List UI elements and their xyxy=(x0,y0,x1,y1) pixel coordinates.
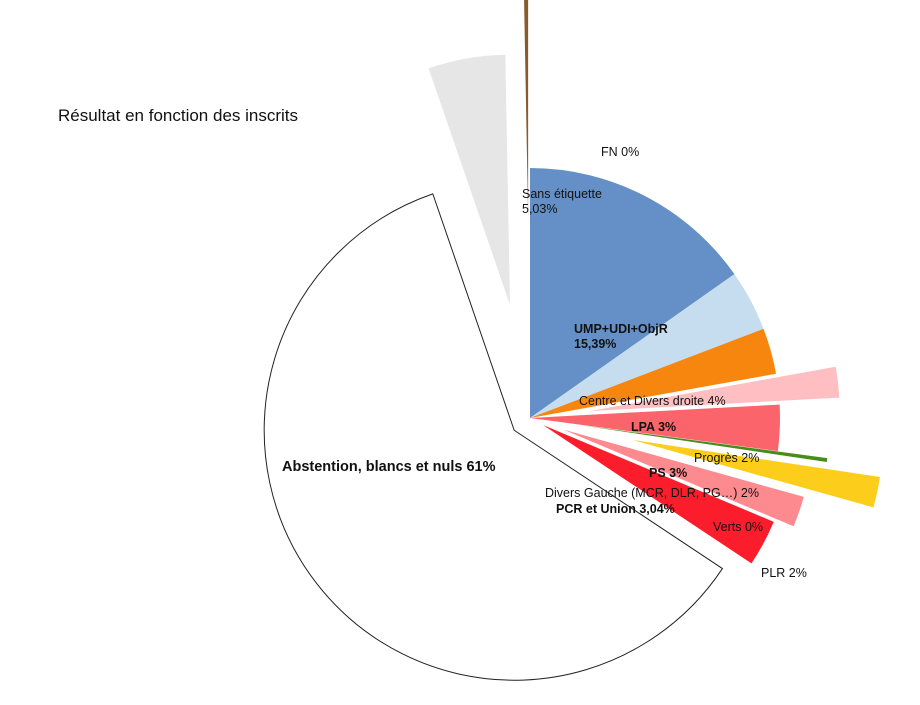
pie-slice-verts xyxy=(579,425,828,463)
slice-label-pcr: PCR et Union 3,04% xyxy=(556,502,675,516)
slice-label-divgauche: Divers Gauche (MCR, DLR, PG…) 2% xyxy=(545,486,759,500)
slice-label-progres: Progrès 2% xyxy=(694,451,759,465)
slice-label-line: Progrès 2% xyxy=(694,451,759,465)
pie-slice-plr xyxy=(632,439,880,508)
slice-label-umpudi: UMP+UDI+ObjR 15,39% xyxy=(574,322,668,351)
pie-labels: UMP+UDI+ObjR 15,39% Centre et Divers droit… xyxy=(282,145,807,580)
slice-label-line: Centre et Divers droite 4% xyxy=(579,394,726,408)
slice-label-line: PCR et Union 3,04% xyxy=(556,502,675,516)
slice-label-lpa: LPA 3% xyxy=(631,420,676,434)
pie-slice-abstention xyxy=(263,193,724,681)
slice-label-line: 15,39% xyxy=(574,337,616,351)
slice-label-line: Sans étiquette xyxy=(522,187,602,201)
chart-title: Résultat en fonction des inscrits xyxy=(58,106,299,125)
slice-label-centre: Centre et Divers droite 4% xyxy=(579,394,726,408)
slice-label-line: LPA 3% xyxy=(631,420,676,434)
pie-slice-lpa xyxy=(530,328,777,418)
pie-slice-pcr xyxy=(543,425,774,564)
slice-label-line: PS 3% xyxy=(649,466,687,480)
pie-slices xyxy=(263,0,880,681)
slice-label-line: Verts 0% xyxy=(713,520,763,534)
slice-label-line: Divers Gauche (MCR, DLR, PG…) 2% xyxy=(545,486,759,500)
slice-label-plr: PLR 2% xyxy=(761,566,807,580)
slice-label-abstention: Abstention, blancs et nuls 61% xyxy=(282,459,496,475)
slice-label-line: PLR 2% xyxy=(761,566,807,580)
pie-slice-divgauche xyxy=(563,429,804,527)
pie-slice-sans xyxy=(428,54,510,305)
pie-slice-fn xyxy=(524,0,529,219)
pie-slice-umpudi xyxy=(530,168,735,418)
pie-slice-centre xyxy=(530,274,764,418)
slice-label-line: Abstention, blancs et nuls 61% xyxy=(282,459,496,475)
slice-label-fn: FN 0% xyxy=(601,145,639,159)
pie-slice-ps xyxy=(530,404,781,452)
slice-label-line: UMP+UDI+ObjR xyxy=(574,322,668,336)
slice-label-verts: Verts 0% xyxy=(713,520,763,534)
slice-label-sans: Sans étiquette 5,03% xyxy=(522,187,602,216)
pie-slice-progres xyxy=(589,366,840,412)
slice-label-line: 5,03% xyxy=(522,202,557,216)
slice-label-ps: PS 3% xyxy=(649,466,687,480)
slice-label-line: FN 0% xyxy=(601,145,639,159)
